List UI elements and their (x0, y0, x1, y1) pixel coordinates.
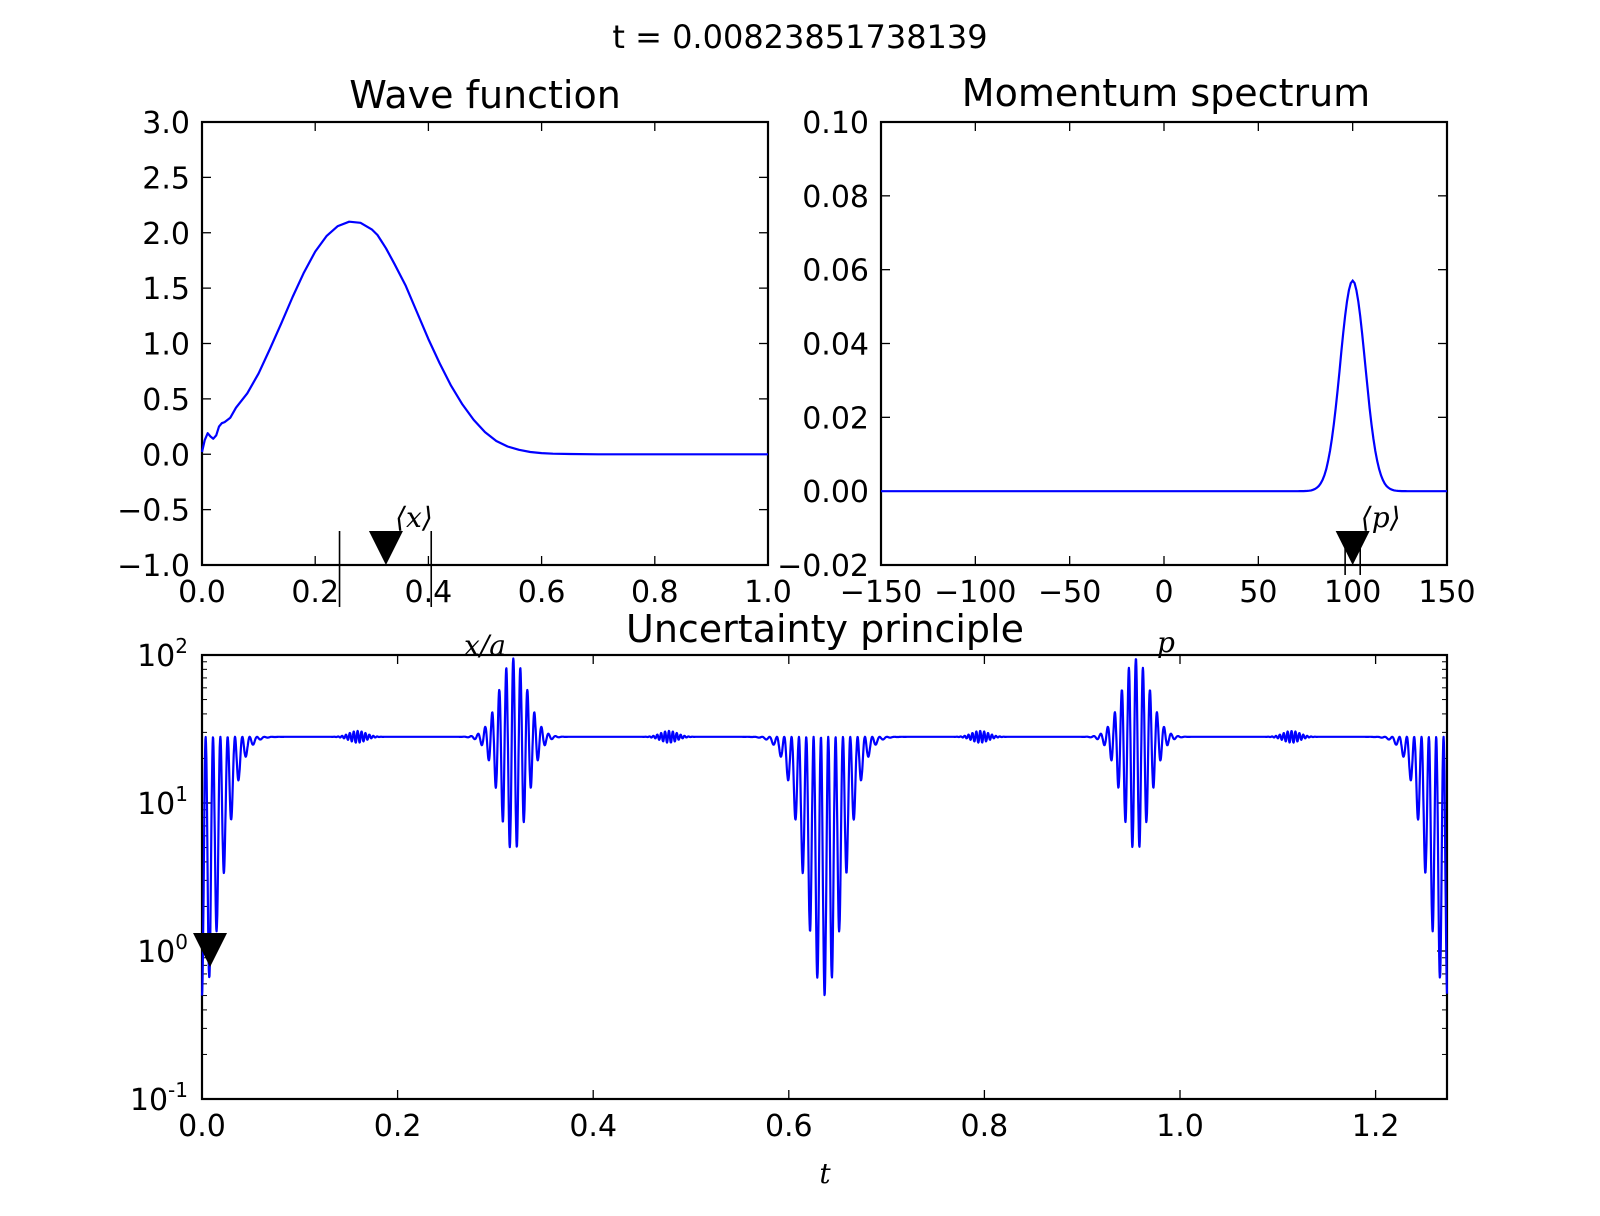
uncertainty-principle-plot-area: 0.0 0.2 0.4 0.6 0.8 1.0 1.2 102 101 100 10-1 (130, 634, 1449, 1144)
uncertainty-ytick-label: 100 (137, 930, 188, 970)
wave-ytick-label: 1.5 (142, 272, 190, 307)
momentum-xtick-label: −50 (1038, 575, 1101, 610)
uncertainty-principle-panel: Uncertainty principle 0.0 0.2 0.4 0.6 0.8 1.0… (130, 607, 1449, 1190)
wave-ytick-label: 3.0 (142, 106, 190, 141)
uncertainty-ytick-label: 10-1 (130, 1078, 188, 1118)
momentum-spectrum-plot-area: −150 −100 −50 0 50 100 150 −0.02 0.00 0.02 0.04 0.0… (777, 106, 1476, 610)
wave-xtick-label: 0.4 (405, 575, 453, 610)
uncertainty-xtick-label: 0.4 (569, 1109, 617, 1144)
wave-mean-label: ⟨x⟩ (395, 501, 433, 534)
momentum-xtick-label: 150 (1418, 575, 1475, 610)
uncertainty-ytick-label: 101 (137, 782, 188, 822)
momentum-ytick-label: 0.02 (802, 401, 869, 436)
uncertainty-xtick-label: 1.0 (1156, 1109, 1204, 1144)
figure-suptitle: t = 0.00823851738139 (612, 18, 987, 56)
wave-function-line (200, 220, 768, 456)
momentum-xtick-label: −150 (840, 575, 922, 610)
wave-frame (200, 120, 770, 567)
momentum-ytick-label: 0.10 (802, 106, 869, 141)
uncertainty-xtick-label: 1.2 (1352, 1109, 1400, 1144)
momentum-xtick-label: 50 (1239, 575, 1277, 610)
wave-ytick-label: −1.0 (117, 549, 190, 584)
momentum-ytick-label: 0.00 (802, 475, 869, 510)
momentum-spectrum-line (881, 278, 1447, 493)
wave-xtick-label: 0.8 (631, 575, 679, 610)
wave-xtick-label: 0.0 (178, 575, 226, 610)
momentum-ytick-label: 0.04 (802, 328, 869, 363)
wave-xtick-label: 0.2 (291, 575, 339, 610)
momentum-ytick-label: 0.08 (802, 180, 869, 215)
wave-ytick-label: 0.5 (142, 383, 190, 418)
momentum-mean-label: ⟨p⟩ (1361, 501, 1401, 534)
wave-ytick-label: 2.5 (142, 161, 190, 196)
uncertainty-principle-line (200, 657, 1449, 997)
uncertainty-xtick-label: 0.2 (374, 1109, 422, 1144)
uncertainty-xtick-label: 0.6 (765, 1109, 813, 1144)
momentum-xtick-label: −100 (934, 575, 1016, 610)
wave-function-title: Wave function (349, 73, 621, 117)
wave-function-panel: Wave function 0.0 0.2 0.4 0.6 0.8 1.0 −1.0 −0.5… (117, 73, 792, 662)
wave-ytick-label: 0.0 (142, 438, 190, 473)
uncertainty-xtick-label: 0.8 (961, 1109, 1009, 1144)
momentum-ytick-label: −0.02 (777, 549, 869, 584)
wave-xtick-label: 0.6 (518, 575, 566, 610)
uncertainty-time-marker (193, 933, 228, 967)
momentum-spectrum-panel: Momentum spectrum −150 −100 −50 0 50 100 150 −0… (777, 71, 1476, 659)
uncertainty-frame (200, 653, 1449, 1101)
wave-ytick-label: −0.5 (117, 494, 190, 529)
wave-ytick-label: 1.0 (142, 328, 190, 363)
uncertainty-principle-title: Uncertainty principle (626, 607, 1024, 651)
wave-xtick-label: 1.0 (744, 575, 792, 610)
wave-function-plot-area: 0.0 0.2 0.4 0.6 0.8 1.0 −1.0 −0.5 0.0 0.5 1.0 1.5 2.… (117, 106, 792, 610)
wave-mean-marker (368, 531, 403, 565)
uncertainty-ytick-label: 102 (137, 634, 188, 674)
uncertainty-principle-xlabel: t (819, 1157, 831, 1190)
momentum-ytick-label: 0.06 (802, 254, 869, 289)
momentum-spectrum-xlabel: p (1157, 626, 1175, 659)
uncertainty-xtick-label: 0.0 (178, 1109, 226, 1144)
wave-ytick-label: 2.0 (142, 217, 190, 252)
momentum-mean-marker (1335, 531, 1370, 565)
wave-function-xlabel: x/a (464, 629, 506, 662)
momentum-spectrum-title: Momentum spectrum (962, 71, 1370, 115)
momentum-xtick-label: 100 (1324, 575, 1381, 610)
momentum-xtick-label: 0 (1154, 575, 1173, 610)
